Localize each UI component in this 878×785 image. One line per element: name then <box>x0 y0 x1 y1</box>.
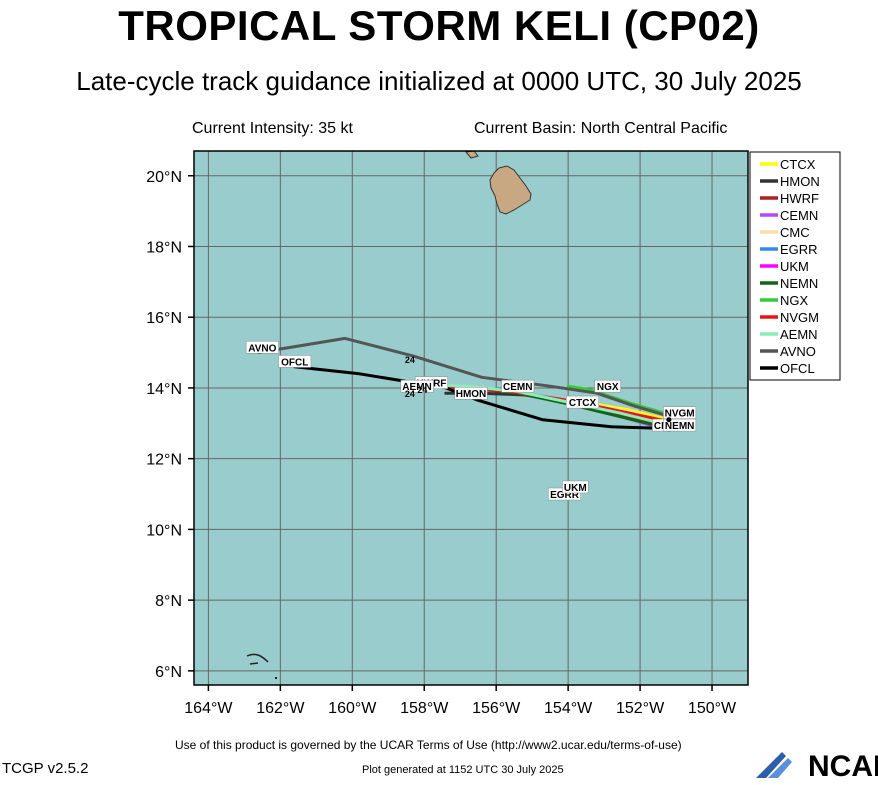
x-tick-label: 156°W <box>472 700 521 717</box>
track-label-box-ofcl <box>278 355 312 368</box>
track-label-avno: AVNO <box>248 343 276 354</box>
legend-entry-ukm: UKM <box>780 259 809 274</box>
small-island-1 <box>246 653 269 665</box>
plot-generated: Plot generated at 1152 UTC 30 July 2025 <box>362 764 564 776</box>
legend-entry-hwrf: HWRF <box>780 191 819 206</box>
track-aemn <box>415 382 671 427</box>
forecast-hour-annotation: 24 <box>405 389 415 399</box>
current-basin: Current Basin: North Central Pacific <box>474 120 728 137</box>
track-label-box-hmon <box>454 386 488 400</box>
legend-entry-ctcx: CTCX <box>780 157 816 172</box>
legend-entry-nvgm: NVGM <box>780 310 819 325</box>
track-label-box-cemn <box>501 379 535 393</box>
track-label-box-ukm <box>562 480 589 494</box>
legend-entry-ofcl: OFCL <box>780 361 815 376</box>
legend-entry-cemn: CEMN <box>780 208 818 223</box>
small-island-2 <box>275 677 277 679</box>
track-label-nemn: NEMN <box>665 421 694 432</box>
track-label-aemn: AEMN <box>402 382 431 393</box>
y-tick-label: 20°N <box>146 169 182 186</box>
track-label-hmon: HMON <box>456 389 487 400</box>
legend-entry-avno: AVNO <box>780 344 816 359</box>
track-label-cemn: CEMN <box>503 382 532 393</box>
legend-entry-nemn: NEMN <box>780 276 818 291</box>
legend-entry-egrr: EGRR <box>780 242 818 257</box>
x-tick-label: 150°W <box>688 700 737 717</box>
version-label: TCGP v2.5.2 <box>2 760 89 777</box>
chart-title: TROPICAL STORM KELI (CP02) <box>118 2 760 49</box>
x-tick-label: 154°W <box>544 700 593 717</box>
ncar-logo: NCAR <box>752 748 878 783</box>
x-tick-label: 160°W <box>328 700 377 717</box>
legend-entry-ngx: NGX <box>780 293 809 308</box>
y-tick-label: 16°N <box>146 310 182 327</box>
forecast-hour-annotation: 24 <box>405 355 415 365</box>
track-label-ukm: UKM <box>564 483 587 494</box>
x-tick-label: 164°W <box>184 700 233 717</box>
y-tick-label: 14°N <box>146 381 182 398</box>
track-label-ofcl: OFCL <box>281 357 308 368</box>
x-tick-label: 152°W <box>616 700 665 717</box>
track-label-box-ngx <box>594 379 621 393</box>
track-label-ngx: NGX <box>597 382 619 393</box>
legend-entry-aemn: AEMN <box>780 327 818 342</box>
legend-entry-cmc: CMC <box>780 225 810 240</box>
track-label-nvgm: NVGM <box>665 409 695 420</box>
track-label-box-nvgm <box>663 406 697 419</box>
current-intensity: Current Intensity: 35 kt <box>192 120 353 137</box>
initial-position-marker <box>666 417 672 423</box>
terms-of-use: Use of this product is governed by the U… <box>175 738 682 752</box>
track-label-box-aemn <box>400 379 434 393</box>
track-ofcl <box>293 365 671 431</box>
track-label-box-ctcx <box>566 395 599 409</box>
y-tick-label: 6°N <box>155 664 182 681</box>
big-island-hawaii <box>489 165 532 215</box>
track-label-box-nemn <box>663 418 697 432</box>
track-label-box-avno <box>245 341 279 354</box>
chart-subtitle: Late-cycle track guidance initialized at… <box>76 66 802 96</box>
forecast-hour-annotation: 24 <box>417 385 427 395</box>
track-avno <box>257 336 671 418</box>
track-label-ctcx: CTCX <box>569 398 597 409</box>
y-tick-label: 18°N <box>146 239 182 256</box>
y-tick-label: 12°N <box>146 452 182 469</box>
y-tick-label: 10°N <box>146 522 182 539</box>
ncar-logo-text: NCAR <box>808 750 878 780</box>
y-tick-label: 8°N <box>155 593 182 610</box>
x-tick-label: 162°W <box>256 700 305 717</box>
legend-entry-hmon: HMON <box>780 174 820 189</box>
x-tick-label: 158°W <box>400 700 449 717</box>
plot-frame <box>193 150 749 686</box>
track-label-egrr: EGRR <box>550 490 580 501</box>
